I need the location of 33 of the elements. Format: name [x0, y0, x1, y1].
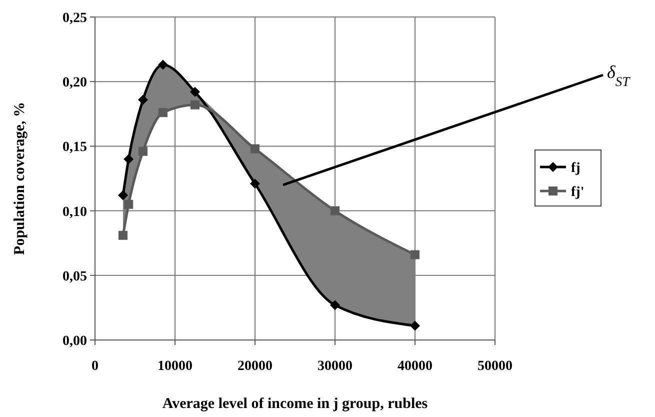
x-tick-label: 50000: [478, 359, 512, 374]
y-tick-label: 0,15: [62, 140, 87, 156]
x-tick-label: 30000: [318, 359, 352, 374]
legend-label: fj: [571, 161, 580, 176]
point: [410, 250, 420, 260]
point: [138, 94, 148, 105]
point: [158, 60, 168, 70]
point: [124, 200, 134, 209]
x-tick-label: 10000: [158, 359, 192, 374]
point: [118, 230, 128, 240]
x-tick-label: 40000: [398, 359, 432, 374]
y-tick-label: 0,10: [62, 204, 87, 220]
y-tick-label: 0,00: [62, 334, 87, 349]
point: [330, 300, 340, 310]
point: [250, 144, 260, 154]
point: [190, 86, 200, 97]
point: [330, 206, 340, 216]
x-tick-label: 0: [92, 359, 98, 374]
y-tick-label: 0,20: [62, 76, 87, 91]
point: [250, 178, 260, 189]
y-tick-label: 0,25: [62, 11, 87, 26]
y-tick-label: 0,05: [62, 269, 87, 284]
text: δ$_{ST}$: [607, 62, 632, 88]
point: [190, 100, 200, 110]
x-axis-title: Average level of income in j group, rubles: [162, 396, 428, 412]
point: [158, 108, 168, 118]
legend-label: fj': [571, 185, 584, 200]
point: [138, 146, 148, 156]
point: [118, 190, 128, 200]
point: [410, 320, 420, 331]
point: [124, 154, 134, 164]
y-axis-title: Population coverage, %: [12, 102, 28, 255]
x-tick-label: 20000: [238, 359, 272, 374]
